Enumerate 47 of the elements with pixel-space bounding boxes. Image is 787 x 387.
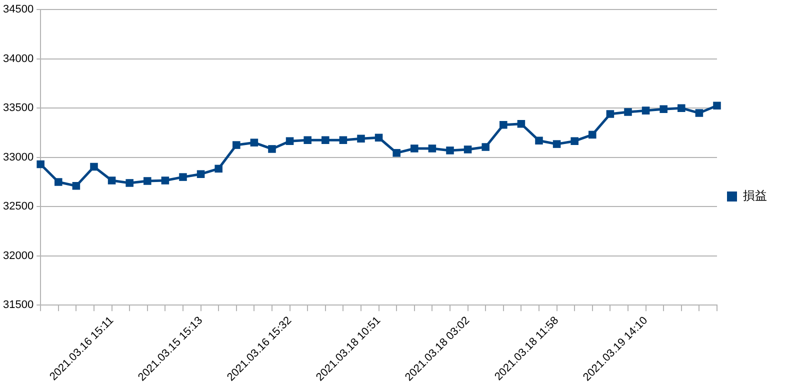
point [126,179,134,187]
y-tick-label: 33500 [2,102,34,114]
point [392,149,400,157]
point [339,136,348,144]
point [179,173,187,181]
point [304,136,312,144]
point [410,144,418,152]
y-tick-label: 34000 [2,52,34,65]
point [36,160,44,168]
point [570,137,578,145]
point [90,162,98,171]
point [374,134,383,142]
point [286,137,294,145]
point [446,146,454,154]
point [268,145,276,153]
point [624,108,632,116]
point [357,134,365,143]
point [144,177,152,185]
y-tick-label: 33000 [2,151,34,164]
point [552,140,561,148]
point [642,106,650,114]
point [713,102,721,110]
point [695,109,704,117]
point [161,176,170,184]
point [72,182,80,190]
y-tick-label: 32500 [2,200,34,213]
legend-label: 損益 [743,188,767,203]
y-tick-label: 31500 [2,299,34,312]
point [482,143,490,151]
point [606,110,614,118]
point [588,130,596,139]
point [535,136,543,144]
point [428,144,436,152]
point [517,120,526,128]
point [54,178,62,186]
point [678,104,686,112]
point [660,105,668,113]
point [196,170,205,178]
y-tick-label: 32000 [2,250,34,262]
point [250,138,258,146]
point [232,141,240,149]
point [500,120,508,129]
point [464,146,472,154]
y-tick-label: 34500 [2,4,34,16]
point [214,164,222,173]
point [322,136,330,144]
point [108,176,116,184]
